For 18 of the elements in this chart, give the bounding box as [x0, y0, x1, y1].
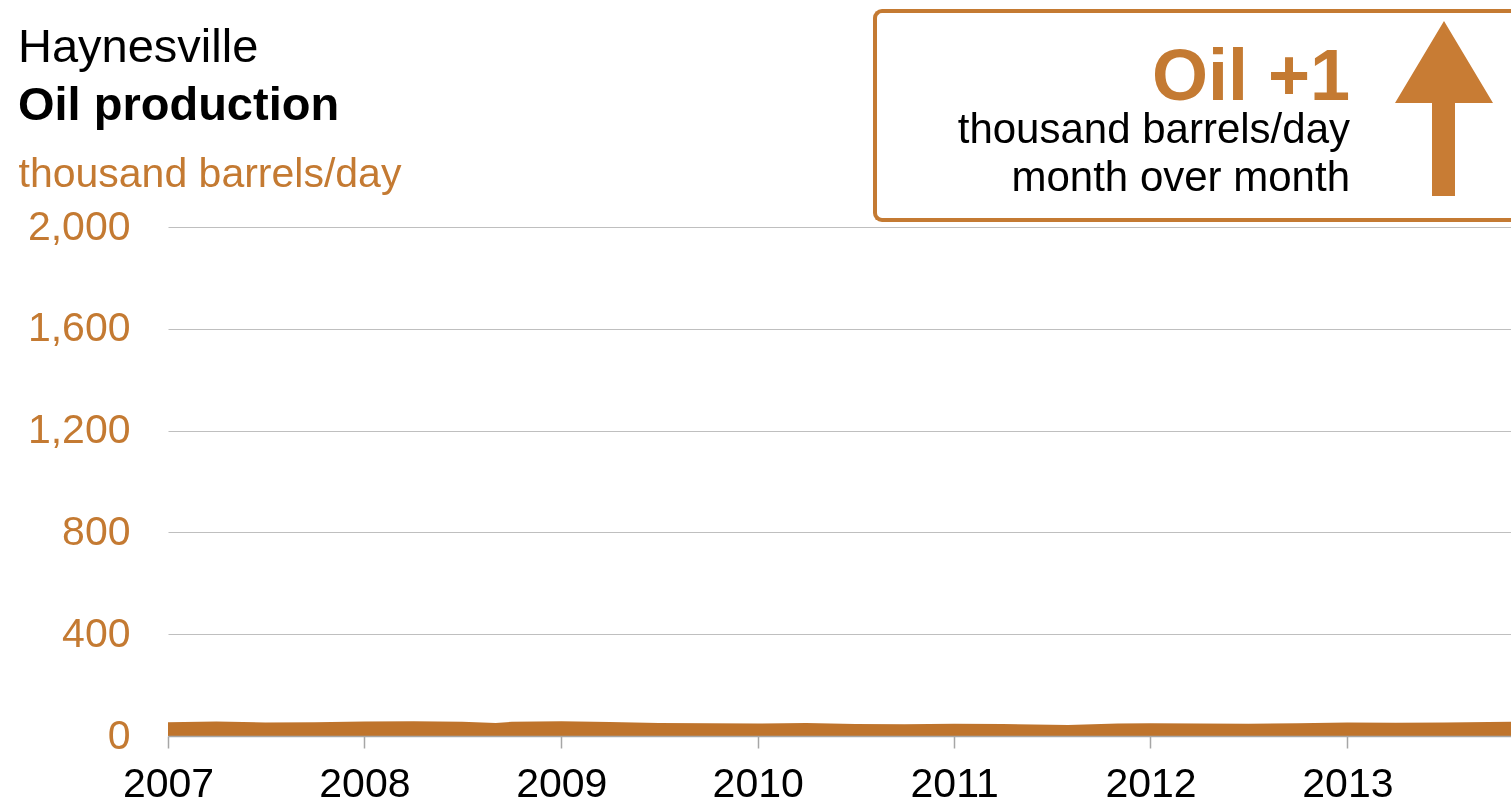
- x-tick-label: 2011: [910, 759, 999, 806]
- y-tick-label: 1,600: [27, 304, 131, 351]
- y-tick-label: 2,000: [27, 202, 131, 249]
- y-tick-label: 400: [62, 609, 131, 656]
- x-tick-label: 2009: [516, 759, 608, 806]
- x-tick-label: 2012: [1105, 759, 1197, 806]
- x-tick-label: 2013: [1302, 759, 1394, 806]
- x-tick-label: 2007: [122, 759, 215, 806]
- text: thousand barrels/day: [957, 105, 1350, 152]
- x-tick-label: 2010: [712, 759, 804, 806]
- chart-subtitle: Oil production: [18, 77, 340, 130]
- y-axis-title: thousand barrels/day: [18, 149, 402, 196]
- y-tick-label: 800: [62, 507, 131, 554]
- text: month over month: [1011, 153, 1350, 200]
- y-tick-label: 0: [107, 711, 131, 758]
- y-tick-label: 1,200: [27, 406, 131, 453]
- chart-title: Haynesville: [18, 19, 259, 72]
- x-tick-label: 2008: [319, 759, 411, 806]
